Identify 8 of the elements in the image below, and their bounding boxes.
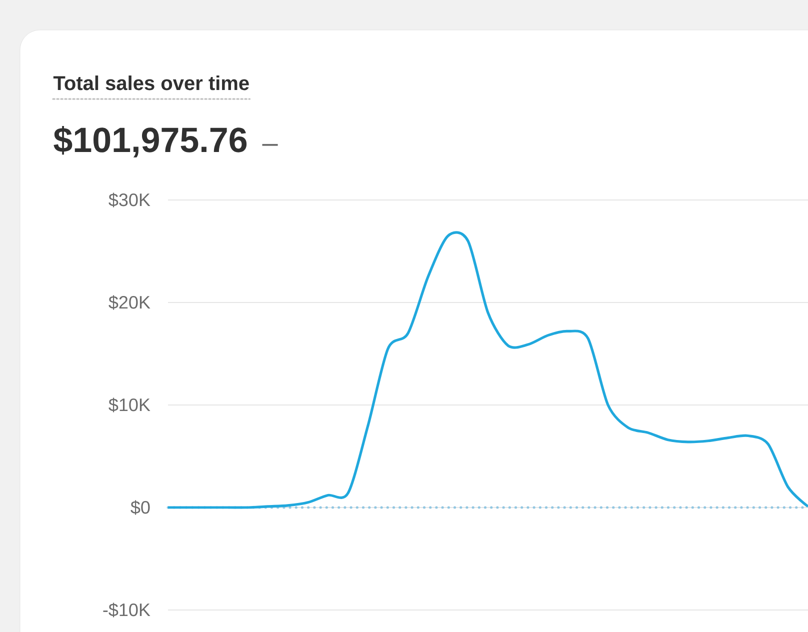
text: – xyxy=(262,144,278,146)
chart-subtitle: $101,975.76 xyxy=(54,126,247,158)
y-tick-label: -$10K xyxy=(103,602,150,618)
y-tick-label: $20K xyxy=(108,295,150,310)
y-tick-label: $30K xyxy=(108,192,150,208)
y-tick-label: $10K xyxy=(108,398,150,412)
y-tick-label: $0 xyxy=(130,500,150,515)
chart-title: Total sales over time xyxy=(53,76,249,90)
